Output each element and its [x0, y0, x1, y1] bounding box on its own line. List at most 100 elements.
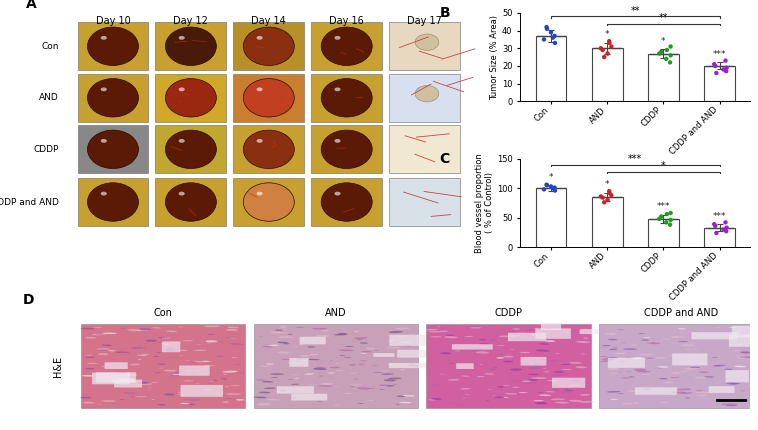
Ellipse shape — [396, 341, 413, 343]
Ellipse shape — [164, 344, 169, 345]
Ellipse shape — [166, 331, 177, 332]
FancyBboxPatch shape — [608, 358, 645, 368]
Ellipse shape — [259, 366, 271, 367]
Ellipse shape — [86, 368, 95, 369]
FancyBboxPatch shape — [233, 125, 304, 173]
Ellipse shape — [490, 339, 500, 341]
Ellipse shape — [350, 384, 362, 386]
Ellipse shape — [207, 334, 215, 335]
Ellipse shape — [732, 344, 747, 346]
Ellipse shape — [321, 79, 372, 117]
Ellipse shape — [186, 404, 196, 405]
Ellipse shape — [670, 377, 680, 378]
Ellipse shape — [734, 333, 741, 334]
Text: CDDP: CDDP — [33, 145, 58, 154]
Ellipse shape — [657, 368, 662, 369]
Ellipse shape — [660, 402, 670, 403]
Ellipse shape — [534, 400, 543, 401]
Ellipse shape — [256, 403, 271, 405]
Ellipse shape — [534, 328, 537, 329]
Ellipse shape — [518, 392, 528, 393]
Ellipse shape — [669, 393, 675, 394]
Ellipse shape — [555, 353, 559, 354]
FancyBboxPatch shape — [456, 363, 474, 369]
Text: **: ** — [659, 12, 668, 23]
Ellipse shape — [696, 390, 703, 391]
Ellipse shape — [137, 382, 149, 384]
Ellipse shape — [236, 372, 244, 373]
Ellipse shape — [281, 332, 288, 334]
FancyBboxPatch shape — [105, 362, 128, 369]
Bar — [536, 36, 566, 101]
Ellipse shape — [173, 374, 181, 375]
Ellipse shape — [741, 352, 750, 353]
Ellipse shape — [479, 364, 483, 365]
Ellipse shape — [389, 331, 403, 333]
Ellipse shape — [102, 332, 117, 334]
Bar — [704, 66, 735, 101]
Ellipse shape — [545, 340, 555, 342]
Ellipse shape — [729, 327, 736, 328]
Ellipse shape — [572, 387, 579, 388]
Ellipse shape — [685, 360, 697, 362]
Point — [597, 194, 609, 201]
Ellipse shape — [357, 387, 371, 390]
Ellipse shape — [408, 365, 419, 366]
Ellipse shape — [321, 130, 372, 169]
Ellipse shape — [618, 393, 624, 394]
Ellipse shape — [280, 326, 287, 327]
Ellipse shape — [634, 369, 647, 371]
Ellipse shape — [288, 379, 293, 380]
Ellipse shape — [615, 356, 619, 357]
Ellipse shape — [503, 361, 513, 362]
Ellipse shape — [631, 344, 638, 346]
Ellipse shape — [535, 336, 547, 337]
Ellipse shape — [713, 366, 722, 367]
Ellipse shape — [684, 349, 691, 350]
FancyBboxPatch shape — [233, 74, 304, 122]
FancyBboxPatch shape — [691, 332, 737, 339]
FancyBboxPatch shape — [312, 125, 382, 173]
Point — [606, 192, 618, 199]
Ellipse shape — [327, 372, 335, 373]
Text: CDDP: CDDP — [494, 308, 522, 318]
Ellipse shape — [299, 344, 304, 345]
Ellipse shape — [262, 381, 273, 383]
Ellipse shape — [633, 402, 639, 404]
Ellipse shape — [93, 327, 102, 328]
Ellipse shape — [393, 335, 404, 337]
Ellipse shape — [528, 379, 538, 381]
FancyBboxPatch shape — [635, 387, 677, 395]
Ellipse shape — [431, 398, 442, 400]
Ellipse shape — [487, 389, 493, 390]
Ellipse shape — [367, 400, 374, 401]
Ellipse shape — [291, 397, 298, 398]
Text: *: * — [661, 37, 666, 46]
FancyBboxPatch shape — [389, 178, 460, 226]
Ellipse shape — [196, 383, 199, 384]
Ellipse shape — [153, 356, 158, 357]
Ellipse shape — [256, 87, 263, 91]
Point — [603, 40, 615, 46]
Ellipse shape — [387, 385, 394, 387]
Ellipse shape — [174, 372, 187, 374]
Point — [717, 66, 729, 73]
Ellipse shape — [672, 392, 687, 393]
Ellipse shape — [271, 377, 278, 378]
Ellipse shape — [137, 355, 147, 356]
Ellipse shape — [579, 401, 594, 403]
Point — [660, 219, 672, 226]
FancyBboxPatch shape — [290, 358, 309, 367]
FancyBboxPatch shape — [452, 344, 493, 350]
Point — [603, 188, 615, 195]
Ellipse shape — [213, 380, 218, 381]
Ellipse shape — [255, 379, 265, 381]
Ellipse shape — [543, 371, 550, 372]
Ellipse shape — [224, 386, 229, 387]
Ellipse shape — [694, 377, 706, 379]
Point — [708, 221, 720, 227]
Ellipse shape — [725, 382, 741, 384]
Ellipse shape — [628, 390, 642, 392]
Ellipse shape — [337, 333, 347, 335]
Ellipse shape — [731, 350, 741, 351]
